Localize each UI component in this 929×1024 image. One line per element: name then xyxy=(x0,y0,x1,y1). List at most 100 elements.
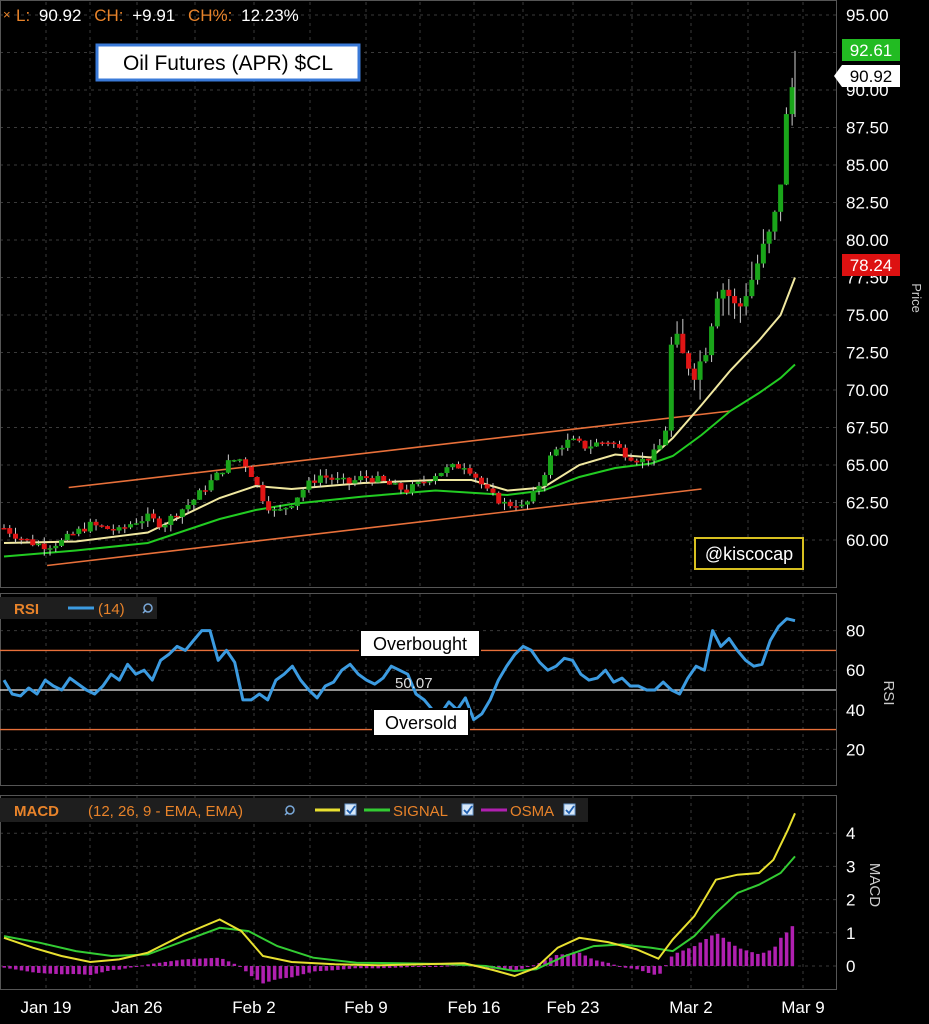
macd-settings-icon[interactable] xyxy=(284,805,295,816)
osma-bar xyxy=(681,950,685,966)
osma-bar xyxy=(405,966,409,968)
close-icon[interactable]: × xyxy=(3,7,11,22)
osma-bar xyxy=(14,966,18,970)
candle-body xyxy=(254,476,260,485)
macd-legend: MACD (12, 26, 9 - EMA, EMA) SIGNAL OSMA xyxy=(0,798,588,822)
candle-body xyxy=(530,490,536,502)
osma-bar xyxy=(502,966,507,970)
last-price-tag: 90.92 xyxy=(834,65,900,87)
osma-bar xyxy=(209,958,214,966)
candle-body xyxy=(714,298,720,327)
osma-bar xyxy=(583,955,588,966)
osma-bar xyxy=(71,966,76,975)
candle-body xyxy=(59,540,65,546)
price-tick-label: 62.50 xyxy=(846,494,889,513)
candle-body xyxy=(427,481,433,483)
osma-bar xyxy=(635,966,639,970)
candle-body xyxy=(432,476,438,482)
candle-body xyxy=(329,477,335,480)
signal-visibility-checkbox[interactable] xyxy=(461,803,474,816)
osma-visibility-checkbox[interactable] xyxy=(563,803,576,816)
candle-body xyxy=(709,326,715,356)
candle-body xyxy=(13,533,19,539)
osma-bar xyxy=(37,966,41,973)
candle-body xyxy=(726,289,732,297)
osma-bar xyxy=(48,966,53,974)
channel-layer xyxy=(47,410,731,567)
candle-body xyxy=(737,303,743,307)
candle-body xyxy=(542,475,548,486)
osma-bar xyxy=(560,954,565,966)
candle-body xyxy=(346,477,352,484)
osma-bar xyxy=(623,966,628,968)
candle-body xyxy=(208,480,214,491)
channel-lower-line xyxy=(47,488,702,567)
osma-bar xyxy=(221,958,225,966)
price-tick-label: 75.00 xyxy=(846,306,889,325)
candle-body xyxy=(312,480,318,483)
candle-body xyxy=(36,543,42,546)
osma-bar xyxy=(433,966,438,967)
candle-body xyxy=(582,440,588,449)
candle-body xyxy=(381,475,387,481)
candle-body xyxy=(202,490,208,492)
rsi-tick-label: 60 xyxy=(846,661,865,680)
candle-body xyxy=(271,509,277,511)
candle-body xyxy=(266,501,272,511)
candle-body xyxy=(588,446,594,449)
osma-bar xyxy=(88,966,93,975)
candle-body xyxy=(553,449,559,456)
rsi-settings-icon[interactable] xyxy=(142,603,153,614)
signal-label: SIGNAL xyxy=(393,803,448,820)
osma-bar xyxy=(175,960,179,966)
candle-body xyxy=(605,442,611,445)
candle-body xyxy=(450,464,456,468)
price-tick-label: 80.00 xyxy=(846,231,889,250)
watermark-text: @kiscocap xyxy=(705,544,793,564)
price-tick-label: 60.00 xyxy=(846,531,889,550)
osma-bar xyxy=(422,966,426,967)
candle-body xyxy=(64,533,70,541)
osma-bar xyxy=(531,965,536,967)
price-tick-label: 67.50 xyxy=(846,419,889,438)
candle-body xyxy=(622,447,628,458)
macd-axis-label: MACD xyxy=(866,863,883,907)
macd-tick-label: 1 xyxy=(846,924,855,943)
osma-bar xyxy=(428,966,432,967)
osma-bar xyxy=(750,952,754,966)
candle-body xyxy=(168,515,174,525)
candle-body xyxy=(507,501,513,507)
osma-bar xyxy=(117,966,122,970)
osma-bar xyxy=(318,966,323,972)
candle-body xyxy=(467,468,473,474)
osma-bar xyxy=(710,935,714,966)
osma-bar xyxy=(664,965,668,967)
candle-body xyxy=(398,483,404,490)
osma-bar xyxy=(129,966,133,968)
candle-body xyxy=(444,467,450,473)
candle-body xyxy=(277,509,283,511)
osma-bar xyxy=(687,948,691,966)
rsi-tick-label: 40 xyxy=(846,701,865,720)
macd-visibility-checkbox[interactable] xyxy=(344,803,357,816)
candle-body xyxy=(691,368,697,380)
rsi-mid-value: 50.07 xyxy=(395,675,433,692)
osma-bar xyxy=(54,966,58,974)
candle-body xyxy=(720,289,726,299)
price-tick-label: 87.50 xyxy=(846,119,889,138)
price-axis-label: Price xyxy=(909,283,924,313)
candle-body xyxy=(133,523,139,525)
candle-body xyxy=(484,484,490,489)
change-pct-value: 12.23% xyxy=(241,6,299,25)
osma-bar xyxy=(589,958,593,966)
change-value: +9.91 xyxy=(132,6,175,25)
signal-line xyxy=(3,855,796,973)
osma-bar xyxy=(307,966,311,973)
x-tick-label: Mar 2 xyxy=(669,998,712,1017)
x-tick-label: Feb 2 xyxy=(232,998,275,1017)
osma-bar xyxy=(370,966,375,969)
macd-tick-label: 2 xyxy=(846,891,855,910)
candle-body xyxy=(576,438,582,441)
osma-bar xyxy=(106,966,110,971)
